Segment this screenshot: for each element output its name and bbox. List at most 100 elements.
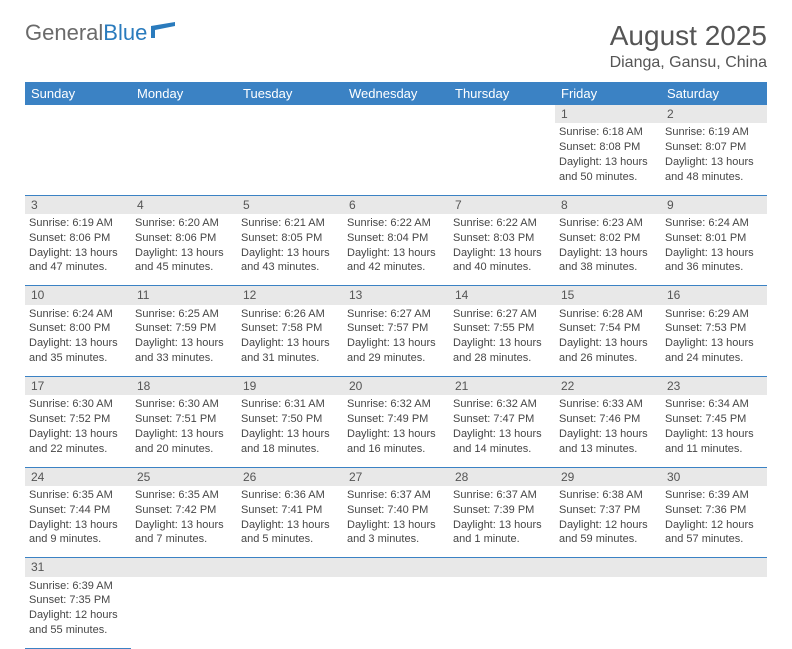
daylight-text: and 16 minutes. — [347, 442, 445, 457]
day-number-cell — [131, 558, 237, 577]
daylight-text: and 38 minutes. — [559, 260, 657, 275]
daylight-text: and 20 minutes. — [135, 442, 233, 457]
logo: GeneralBlue — [25, 20, 177, 46]
daylight-text: and 7 minutes. — [135, 532, 233, 547]
sunrise-text: Sunrise: 6:24 AM — [665, 216, 763, 231]
sunset-text: Sunset: 7:36 PM — [665, 503, 763, 518]
day-content-cell — [237, 123, 343, 195]
day-content-cell — [555, 577, 661, 649]
sunrise-text: Sunrise: 6:21 AM — [241, 216, 339, 231]
daylight-text: Daylight: 13 hours — [135, 336, 233, 351]
daylight-text: Daylight: 13 hours — [347, 427, 445, 442]
day-content-cell: Sunrise: 6:39 AMSunset: 7:35 PMDaylight:… — [25, 577, 131, 649]
day-content-cell: Sunrise: 6:25 AMSunset: 7:59 PMDaylight:… — [131, 305, 237, 377]
sunrise-text: Sunrise: 6:39 AM — [29, 579, 127, 594]
day-content-cell: Sunrise: 6:30 AMSunset: 7:52 PMDaylight:… — [25, 395, 131, 467]
day-content-cell: Sunrise: 6:27 AMSunset: 7:57 PMDaylight:… — [343, 305, 449, 377]
daylight-text: and 1 minute. — [453, 532, 551, 547]
day-number-cell — [25, 105, 131, 123]
day-number-cell: 13 — [343, 286, 449, 305]
sunset-text: Sunset: 7:59 PM — [135, 321, 233, 336]
sunset-text: Sunset: 7:37 PM — [559, 503, 657, 518]
calendar-body: 12Sunrise: 6:18 AMSunset: 8:08 PMDayligh… — [25, 105, 767, 649]
sunset-text: Sunset: 8:01 PM — [665, 231, 763, 246]
sunrise-text: Sunrise: 6:31 AM — [241, 397, 339, 412]
day-number-cell: 21 — [449, 377, 555, 396]
daylight-text: and 28 minutes. — [453, 351, 551, 366]
day-content-row: Sunrise: 6:39 AMSunset: 7:35 PMDaylight:… — [25, 577, 767, 649]
day-content-cell — [661, 577, 767, 649]
day-number-cell: 15 — [555, 286, 661, 305]
sunrise-text: Sunrise: 6:27 AM — [453, 307, 551, 322]
day-content-cell: Sunrise: 6:24 AMSunset: 8:01 PMDaylight:… — [661, 214, 767, 286]
sunset-text: Sunset: 7:39 PM — [453, 503, 551, 518]
sunrise-text: Sunrise: 6:28 AM — [559, 307, 657, 322]
daylight-text: and 35 minutes. — [29, 351, 127, 366]
day-number-cell — [555, 558, 661, 577]
day-number-cell: 7 — [449, 195, 555, 214]
weekday-header: Tuesday — [237, 82, 343, 105]
title-block: August 2025 Dianga, Gansu, China — [610, 20, 767, 72]
sunset-text: Sunset: 8:03 PM — [453, 231, 551, 246]
daylight-text: and 57 minutes. — [665, 532, 763, 547]
day-number-cell: 30 — [661, 467, 767, 486]
daylight-text: Daylight: 13 hours — [665, 336, 763, 351]
day-number-cell: 22 — [555, 377, 661, 396]
day-content-cell: Sunrise: 6:36 AMSunset: 7:41 PMDaylight:… — [237, 486, 343, 558]
sunrise-text: Sunrise: 6:30 AM — [29, 397, 127, 412]
sunset-text: Sunset: 7:55 PM — [453, 321, 551, 336]
daylight-text: and 9 minutes. — [29, 532, 127, 547]
daylight-text: and 33 minutes. — [135, 351, 233, 366]
day-number-cell: 17 — [25, 377, 131, 396]
weekday-header: Thursday — [449, 82, 555, 105]
daylight-text: and 3 minutes. — [347, 532, 445, 547]
day-number-cell: 9 — [661, 195, 767, 214]
sunset-text: Sunset: 7:54 PM — [559, 321, 657, 336]
daylight-text: Daylight: 12 hours — [665, 518, 763, 533]
sunrise-text: Sunrise: 6:19 AM — [29, 216, 127, 231]
day-content-row: Sunrise: 6:30 AMSunset: 7:52 PMDaylight:… — [25, 395, 767, 467]
day-content-cell: Sunrise: 6:30 AMSunset: 7:51 PMDaylight:… — [131, 395, 237, 467]
sunset-text: Sunset: 8:05 PM — [241, 231, 339, 246]
day-number-cell — [449, 105, 555, 123]
daylight-text: Daylight: 13 hours — [347, 336, 445, 351]
daylight-text: Daylight: 12 hours — [559, 518, 657, 533]
daylight-text: Daylight: 13 hours — [453, 336, 551, 351]
daylight-text: Daylight: 13 hours — [241, 246, 339, 261]
day-content-cell: Sunrise: 6:26 AMSunset: 7:58 PMDaylight:… — [237, 305, 343, 377]
day-content-cell — [131, 123, 237, 195]
sunrise-text: Sunrise: 6:35 AM — [29, 488, 127, 503]
daylight-text: and 14 minutes. — [453, 442, 551, 457]
daylight-text: and 47 minutes. — [29, 260, 127, 275]
day-content-cell: Sunrise: 6:19 AMSunset: 8:06 PMDaylight:… — [25, 214, 131, 286]
day-content-cell: Sunrise: 6:20 AMSunset: 8:06 PMDaylight:… — [131, 214, 237, 286]
daylight-text: Daylight: 13 hours — [453, 427, 551, 442]
daylight-text: Daylight: 13 hours — [559, 336, 657, 351]
daylight-text: and 22 minutes. — [29, 442, 127, 457]
day-number-cell: 23 — [661, 377, 767, 396]
day-content-cell: Sunrise: 6:28 AMSunset: 7:54 PMDaylight:… — [555, 305, 661, 377]
sunrise-text: Sunrise: 6:26 AM — [241, 307, 339, 322]
day-number-cell: 18 — [131, 377, 237, 396]
day-number-cell: 27 — [343, 467, 449, 486]
sunset-text: Sunset: 7:51 PM — [135, 412, 233, 427]
day-content-cell: Sunrise: 6:22 AMSunset: 8:03 PMDaylight:… — [449, 214, 555, 286]
daylight-text: and 59 minutes. — [559, 532, 657, 547]
sunset-text: Sunset: 7:50 PM — [241, 412, 339, 427]
sunset-text: Sunset: 8:07 PM — [665, 140, 763, 155]
daylight-text: and 5 minutes. — [241, 532, 339, 547]
day-content-cell: Sunrise: 6:37 AMSunset: 7:39 PMDaylight:… — [449, 486, 555, 558]
day-number-cell: 26 — [237, 467, 343, 486]
daylight-text: Daylight: 13 hours — [559, 427, 657, 442]
sunrise-text: Sunrise: 6:35 AM — [135, 488, 233, 503]
daylight-text: Daylight: 13 hours — [347, 246, 445, 261]
day-content-cell: Sunrise: 6:32 AMSunset: 7:47 PMDaylight:… — [449, 395, 555, 467]
sunset-text: Sunset: 8:06 PM — [135, 231, 233, 246]
daylight-text: Daylight: 13 hours — [665, 155, 763, 170]
daylight-text: Daylight: 13 hours — [559, 155, 657, 170]
sunset-text: Sunset: 7:47 PM — [453, 412, 551, 427]
day-content-cell — [237, 577, 343, 649]
sunrise-text: Sunrise: 6:37 AM — [347, 488, 445, 503]
sunset-text: Sunset: 8:00 PM — [29, 321, 127, 336]
day-number-cell: 31 — [25, 558, 131, 577]
